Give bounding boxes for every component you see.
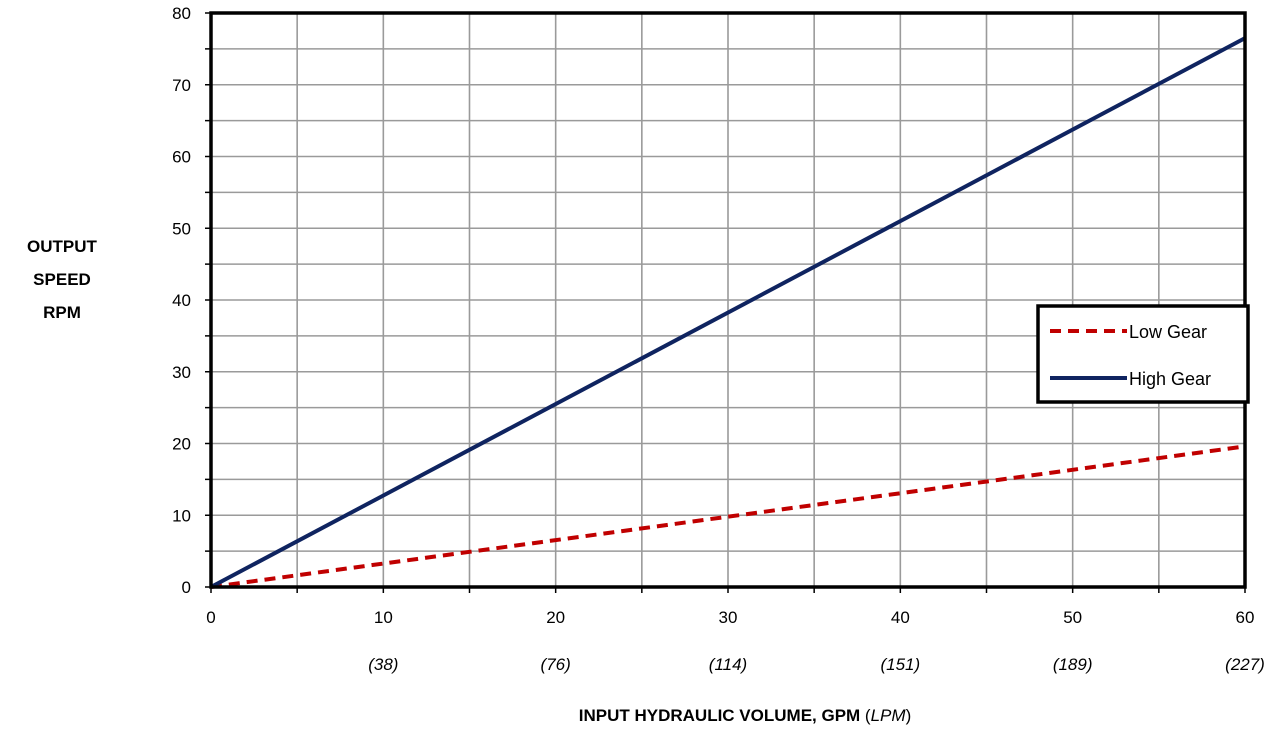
x-secondary-tick-label: (114): [709, 655, 747, 674]
y-axis-label-line-2: SPEED: [33, 270, 91, 289]
y-tick-label: 60: [172, 148, 191, 167]
x-secondary-tick-label: (189): [1053, 655, 1093, 674]
legend-high-gear-label: High Gear: [1129, 369, 1211, 389]
legend-low-gear-label: Low Gear: [1129, 322, 1207, 342]
x-tick-label: 0: [206, 608, 215, 627]
x-tick-label: 50: [1063, 608, 1082, 627]
y-tick-label: 10: [172, 506, 191, 525]
y-axis-label-line-1: OUTPUT: [27, 237, 98, 256]
x-tick-label: 40: [891, 608, 910, 627]
legend: Low Gear High Gear: [1036, 304, 1250, 404]
y-tick-label: 0: [182, 578, 191, 597]
x-secondary-tick-label: (76): [541, 655, 571, 674]
x-secondary-tick-label: (38): [368, 655, 398, 674]
legend-box: [1036, 304, 1250, 404]
x-tick-label: 60: [1236, 608, 1255, 627]
x-axis-label: INPUT HYDRAULIC VOLUME, GPM (LPM): [579, 706, 911, 725]
x-axis-label-unit: LPM: [871, 706, 907, 725]
x-tick-label: 10: [374, 608, 393, 627]
series-line-high-gear: [210, 36, 1246, 589]
x-axis-label-close: ): [906, 706, 912, 725]
y-tick-label: 30: [172, 363, 191, 382]
y-tick-label: 70: [172, 76, 191, 95]
y-tick-label: 20: [172, 435, 191, 454]
y-tick-label: 50: [172, 219, 191, 238]
series-line-low-gear: [210, 444, 1246, 589]
y-tick-label: 40: [172, 291, 191, 310]
grid-lines: [211, 13, 1245, 587]
x-secondary-tick-label: (151): [880, 655, 920, 674]
x-tick-label: 30: [719, 608, 738, 627]
x-secondary-tick-label: (227): [1225, 655, 1265, 674]
tick-marks: [205, 12, 1246, 593]
y-tick-label: 80: [172, 4, 191, 23]
x-axis-label-main: INPUT HYDRAULIC VOLUME, GPM: [579, 706, 860, 725]
tick-labels: 0 10 20 30 40 50 60 70 80 0 10 20 30 40 50 60 (38) (76) (1…: [172, 4, 1265, 674]
x-axis-label-open: (: [860, 706, 871, 725]
series-layer: [210, 36, 1246, 589]
y-axis-label-line-3: RPM: [43, 303, 81, 322]
x-tick-label: 20: [546, 608, 565, 627]
